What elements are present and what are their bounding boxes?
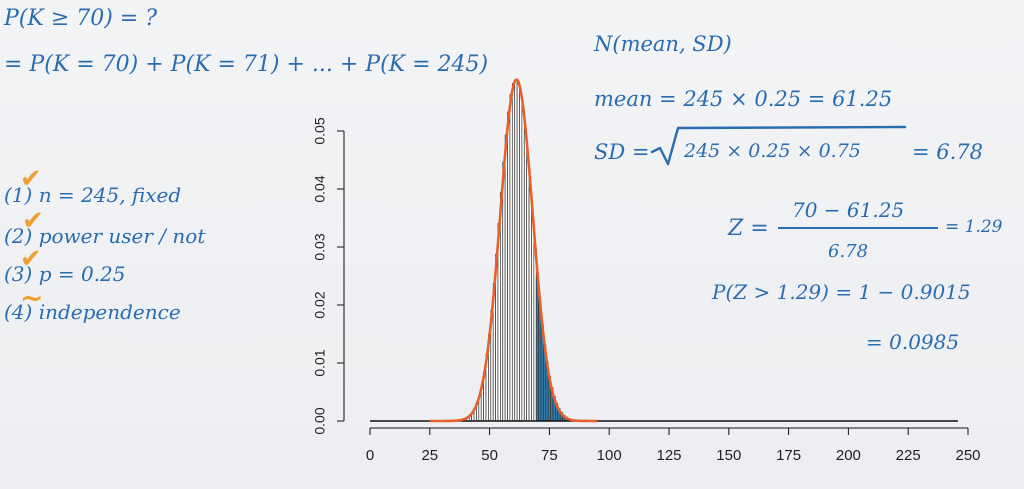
z-label: Z =: [728, 216, 769, 241]
z-numerator: 70 − 61.25: [792, 198, 905, 222]
tilde-mark-icon: ~: [20, 281, 44, 314]
tail-probability-calc: P(Z > 1.29) = 1 − 0.9015: [712, 280, 971, 304]
bar-k56: [502, 161, 506, 422]
bar-k68: [531, 217, 535, 422]
x-tick-label-150: 150: [716, 447, 741, 464]
x-tick-label-50: 50: [481, 447, 498, 464]
y-tick-label-4: 0.04: [312, 175, 328, 202]
x-tick-label-75: 75: [541, 447, 558, 464]
y-tick-label-5: 0.05: [312, 117, 328, 144]
bar-k67: [528, 187, 532, 422]
tail-probability-result: = 0.0985: [866, 330, 960, 354]
x-tick-label-225: 225: [896, 447, 921, 464]
y-tick-label-0: 0.00: [312, 407, 328, 434]
axes: [337, 130, 969, 435]
y-tick-label-1: 0.01: [312, 349, 328, 376]
bar-k57: [504, 134, 508, 422]
z-denominator: 6.78: [828, 241, 869, 262]
bar-k64: [521, 110, 525, 422]
check-icon: ✔: [20, 164, 42, 194]
check-icon: ✔: [20, 244, 42, 274]
y-tick-label-3: 0.03: [312, 233, 328, 260]
bar-k69: [533, 247, 537, 422]
bar-k55: [500, 191, 504, 422]
x-tick-labels: 0 25 50 75 100 125 150 175 200 225 250: [366, 447, 981, 464]
mean-calc: mean = 245 × 0.25 = 61.25: [594, 87, 893, 111]
bar-k62: [516, 83, 520, 422]
condition-3: (3) p = 0.25: [4, 262, 126, 286]
x-tick-label-100: 100: [597, 447, 622, 464]
sqrt-sign: [650, 125, 907, 166]
bars-70-and-above: [535, 275, 583, 422]
normal-model-label: N(mean, SD): [594, 32, 732, 56]
bar-k63: [519, 93, 523, 422]
condition-2: (2) power user / not: [4, 224, 206, 248]
bars-below-70: [454, 79, 537, 422]
bar-k59: [509, 94, 513, 422]
bar-k61: [514, 79, 518, 422]
sd-result: = 6.78: [912, 140, 984, 164]
question-line: P(K ≥ 70) = ?: [4, 6, 158, 31]
x-tick-label-25: 25: [421, 447, 438, 464]
bar-k65: [523, 133, 528, 422]
x-tick-label-125: 125: [656, 447, 681, 464]
condition-1: (1) n = 245, fixed: [4, 183, 182, 207]
z-value: = 1.29: [945, 217, 1003, 237]
x-tick-label-175: 175: [776, 447, 801, 464]
bar-k70: [535, 275, 539, 422]
fraction-bar: [778, 227, 938, 229]
condition-4: (4) independence: [4, 300, 181, 324]
sum-expansion-line: = P(K = 70) + P(K = 71) + ... + P(K = 24…: [4, 52, 489, 77]
check-icon: ✔: [22, 206, 44, 236]
normal-curve: [429, 78, 598, 423]
x-tick-label-200: 200: [836, 447, 861, 464]
y-tick-labels: 0.00 0.01 0.02 0.03 0.04 0.05: [312, 117, 328, 434]
bar-k60: [511, 83, 516, 422]
sd-radicand: 245 × 0.25 × 0.75: [684, 140, 861, 162]
bar-k58: [507, 111, 511, 422]
y-tick-label-2: 0.02: [312, 291, 328, 318]
x-tick-label-250: 250: [955, 447, 980, 464]
x-tick-label-0: 0: [366, 447, 374, 464]
bar-k66: [526, 159, 530, 422]
sd-calc-label: SD =: [594, 140, 650, 164]
